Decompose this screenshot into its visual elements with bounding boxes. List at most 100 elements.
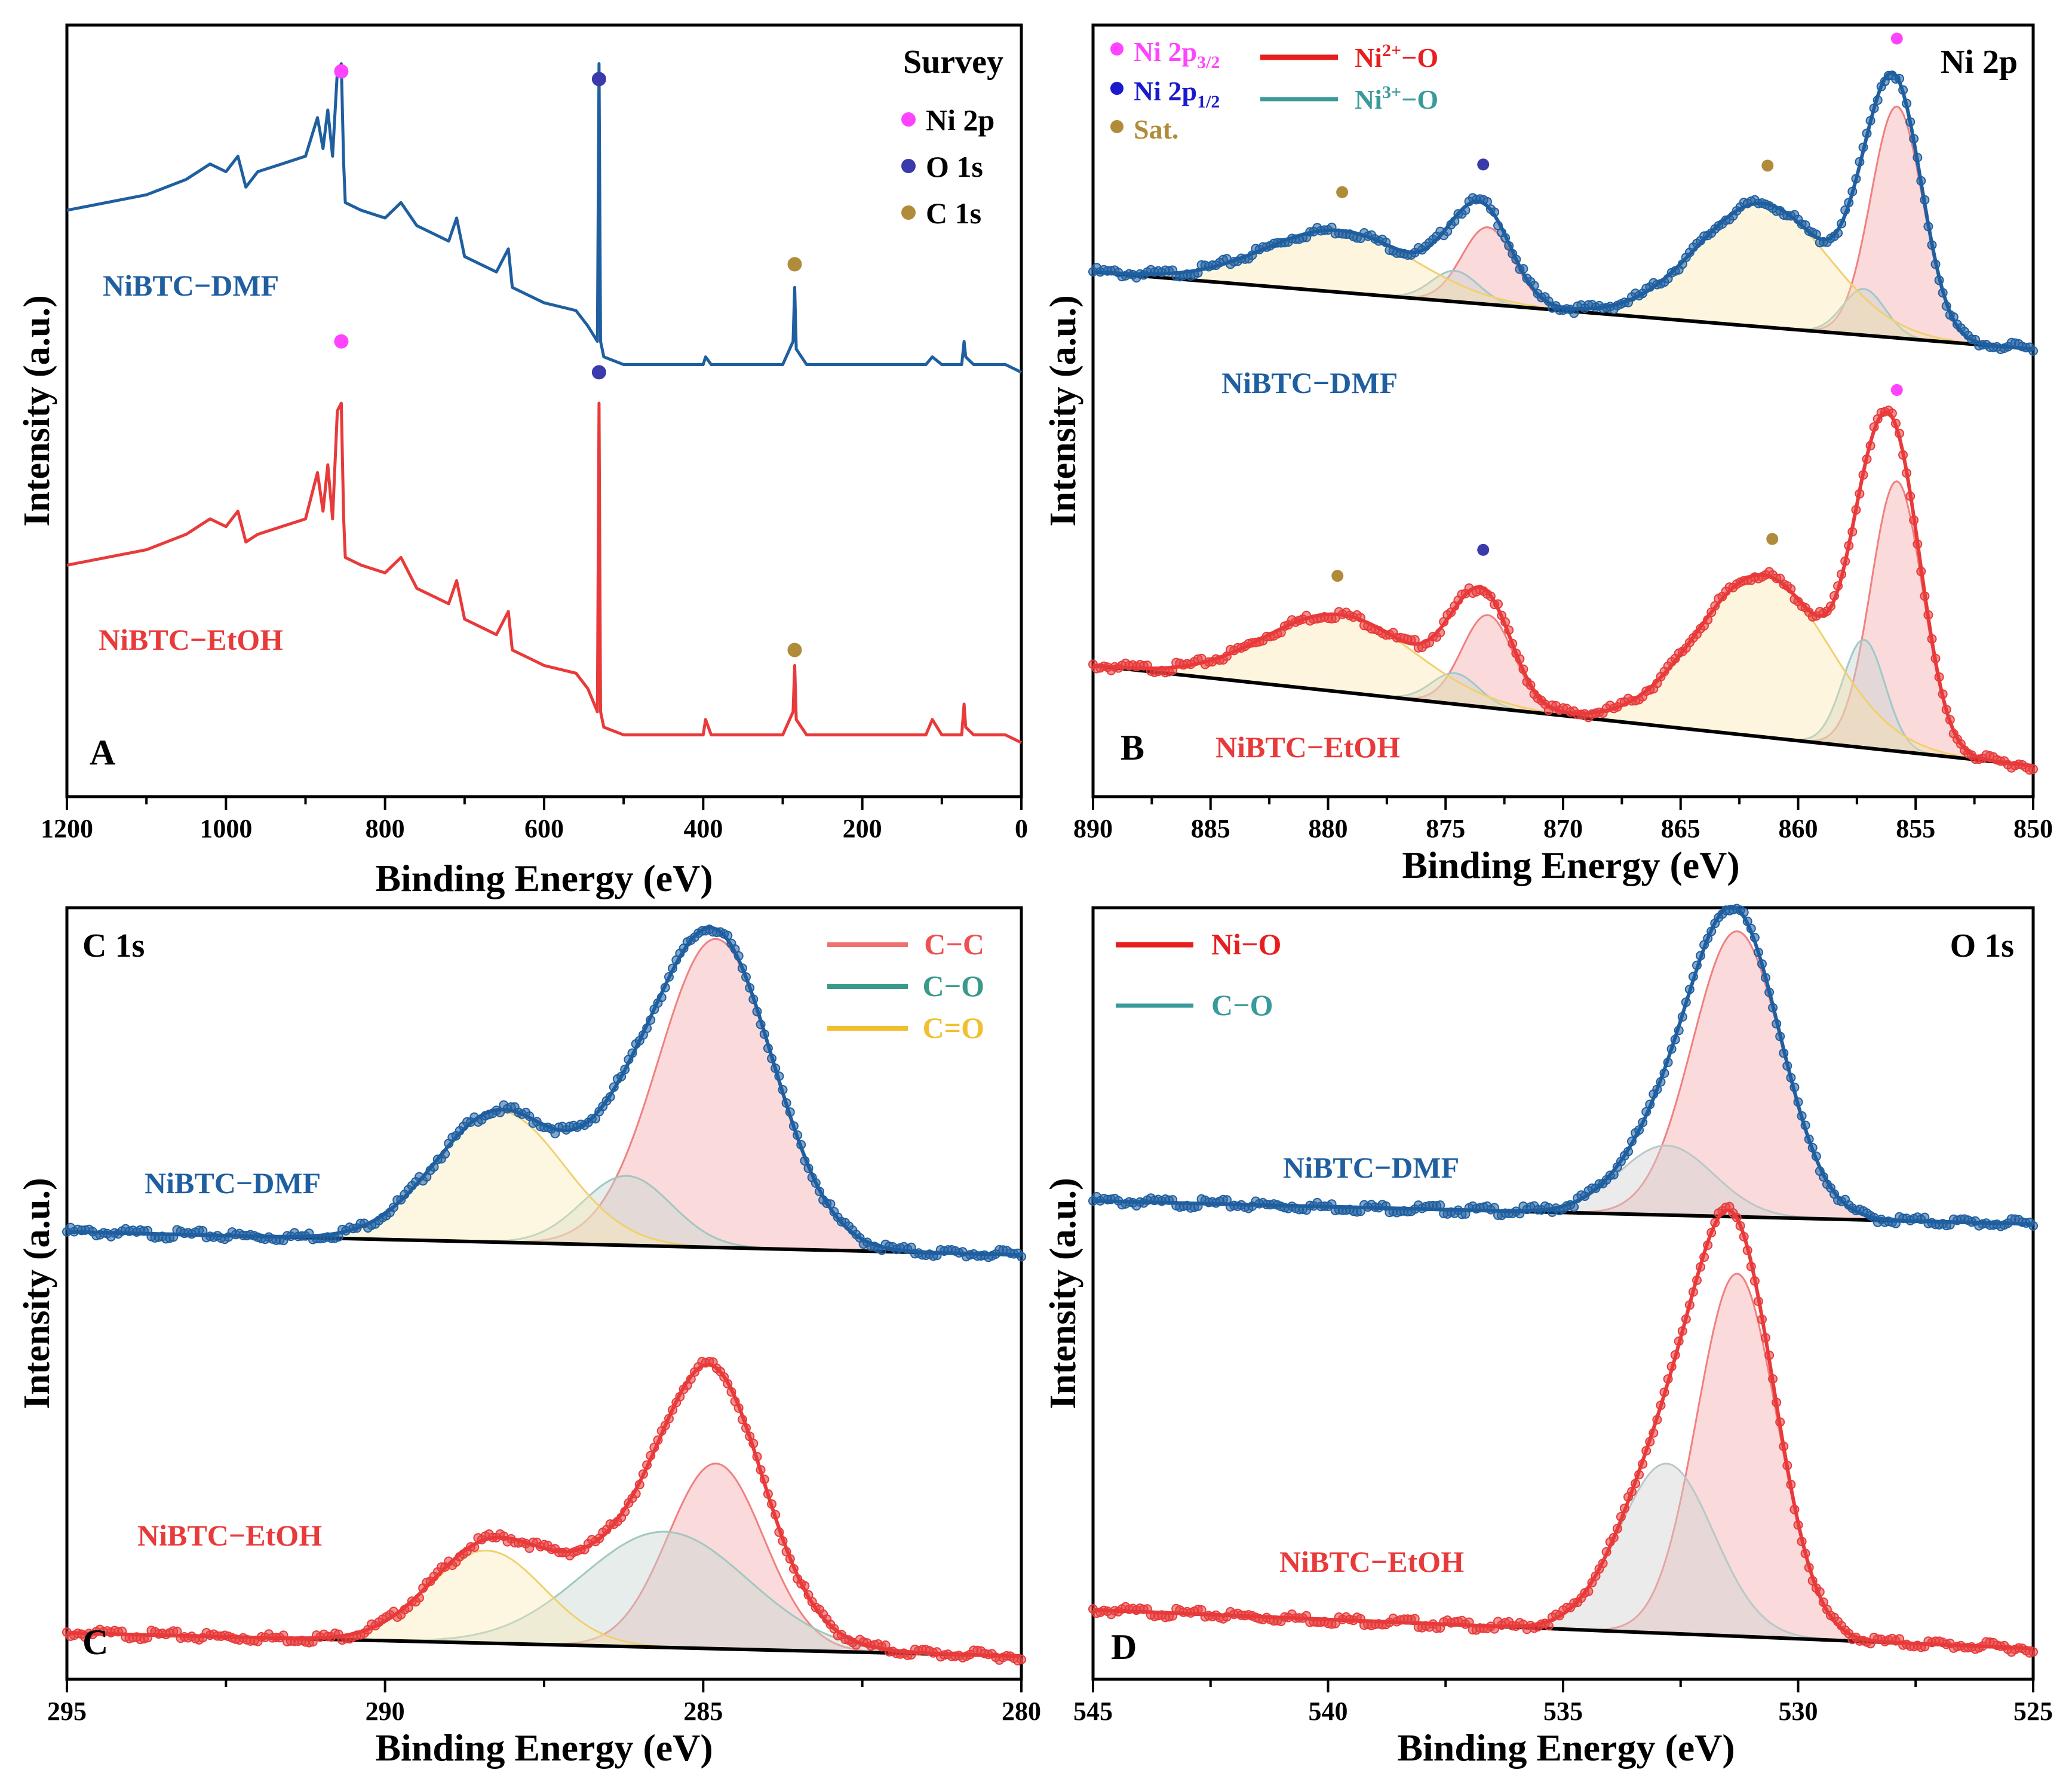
data-point <box>1601 1547 1611 1557</box>
data-point <box>741 1423 751 1433</box>
data-point <box>1804 1134 1814 1144</box>
data-point <box>1706 926 1717 936</box>
panel-a-letter: A <box>90 733 115 772</box>
fit-component-area <box>1093 614 2033 766</box>
data-point <box>1764 1350 1775 1360</box>
data-point <box>774 1527 784 1537</box>
data-point <box>1652 1084 1662 1095</box>
data-point <box>1858 142 1868 152</box>
data-point <box>1525 680 1536 690</box>
fit-component-area <box>1093 574 2033 766</box>
data-point <box>415 1593 424 1603</box>
data-point <box>620 1064 630 1074</box>
panel-c-series <box>62 924 1026 1666</box>
data-point <box>759 1474 769 1485</box>
panel-a-ylabel: Intensity (a.u.) <box>17 295 57 527</box>
panel-c-ticks: 295 290 285 280 <box>47 1679 1041 1726</box>
data-point <box>1811 1151 1821 1162</box>
peak-marker <box>787 257 802 272</box>
data-point <box>1927 634 1937 644</box>
data-point <box>1895 428 1904 438</box>
panel-c-series-label-etoh: NiBTC−EtOH <box>137 1519 322 1552</box>
data-point <box>1851 505 1861 515</box>
data-point <box>752 1452 762 1462</box>
data-point <box>1797 1537 1807 1547</box>
fit-component-area <box>67 1111 1021 1255</box>
data-point <box>1518 664 1528 674</box>
data-point <box>1869 422 1879 432</box>
data-point <box>1830 591 1839 601</box>
data-point <box>737 1415 747 1425</box>
x-tick-label: 0 <box>1015 814 1028 843</box>
data-point <box>752 1006 762 1016</box>
panel-a-markers <box>334 64 802 657</box>
data-point <box>1909 134 1919 144</box>
data-point <box>1902 99 1912 109</box>
data-point <box>803 1163 814 1173</box>
panel-d-components <box>1092 930 2034 1649</box>
data-point <box>1913 152 1923 162</box>
peak-marker <box>1761 159 1774 172</box>
data-point <box>1772 1019 1782 1029</box>
data-point <box>668 963 678 973</box>
x-tick-label: 290 <box>366 1697 405 1726</box>
panel-d-series-label-etoh: NiBTC−EtOH <box>1279 1545 1464 1578</box>
data-point <box>748 1439 759 1449</box>
data-point <box>1941 301 1951 311</box>
data-point <box>781 1098 791 1108</box>
data-point <box>800 1581 810 1591</box>
data-point <box>1699 1252 1709 1262</box>
data-point <box>1485 591 1496 601</box>
panel-b-markers <box>1331 32 1903 582</box>
data-point <box>1847 186 1858 196</box>
legend-label-ni3o: Ni3+−O <box>1355 82 1438 115</box>
data-point <box>1837 219 1847 229</box>
data-point <box>1543 1621 1554 1631</box>
data-point <box>1930 259 1941 269</box>
data-point <box>1735 1221 1745 1231</box>
data-point <box>1895 73 1904 84</box>
data-point <box>646 1015 656 1025</box>
data-point <box>1873 95 1883 105</box>
data-point <box>1789 1504 1800 1514</box>
x-tick-label: 890 <box>1073 814 1113 843</box>
data-point <box>733 951 744 961</box>
data-point <box>1753 1296 1763 1307</box>
data-point <box>1815 1587 1825 1597</box>
data-point <box>1677 1326 1687 1336</box>
data-point <box>1789 1082 1800 1092</box>
data-point <box>1666 1362 1677 1372</box>
fit-component-area <box>1093 230 2033 349</box>
data-point <box>620 1507 630 1517</box>
data-point <box>1583 1586 1594 1596</box>
data-point <box>767 1499 777 1509</box>
data-point <box>1800 1120 1810 1130</box>
peak-marker <box>1890 32 1903 45</box>
data-point <box>1674 1025 1684 1036</box>
x-tick-label: 545 <box>1073 1697 1113 1726</box>
x-tick-label: 525 <box>2013 1697 2053 1726</box>
data-point <box>1749 933 1760 942</box>
peak-marker <box>334 334 349 349</box>
data-point <box>1782 1061 1792 1071</box>
data-point <box>1844 198 1854 208</box>
peak-marker <box>1766 533 1779 545</box>
panel-c-title: C 1s <box>82 927 145 964</box>
panel-d-letter: D <box>1111 1627 1137 1667</box>
data-point <box>1692 1275 1702 1285</box>
data-point <box>1518 264 1528 274</box>
data-point <box>1920 591 1930 601</box>
data-point <box>1902 468 1912 478</box>
x-tick-label: 280 <box>1002 1697 1041 1726</box>
data-point <box>723 1379 733 1389</box>
peak-marker <box>787 643 802 657</box>
data-point <box>1779 1048 1789 1058</box>
data-point <box>1898 85 1908 95</box>
data-point <box>1410 635 1420 645</box>
data-point <box>1761 973 1770 983</box>
data-point <box>726 1387 736 1397</box>
panel-c-letter: C <box>82 1623 108 1662</box>
x-tick-label: 600 <box>524 814 564 843</box>
data-point <box>1757 959 1767 969</box>
x-tick-label: 295 <box>47 1697 87 1726</box>
